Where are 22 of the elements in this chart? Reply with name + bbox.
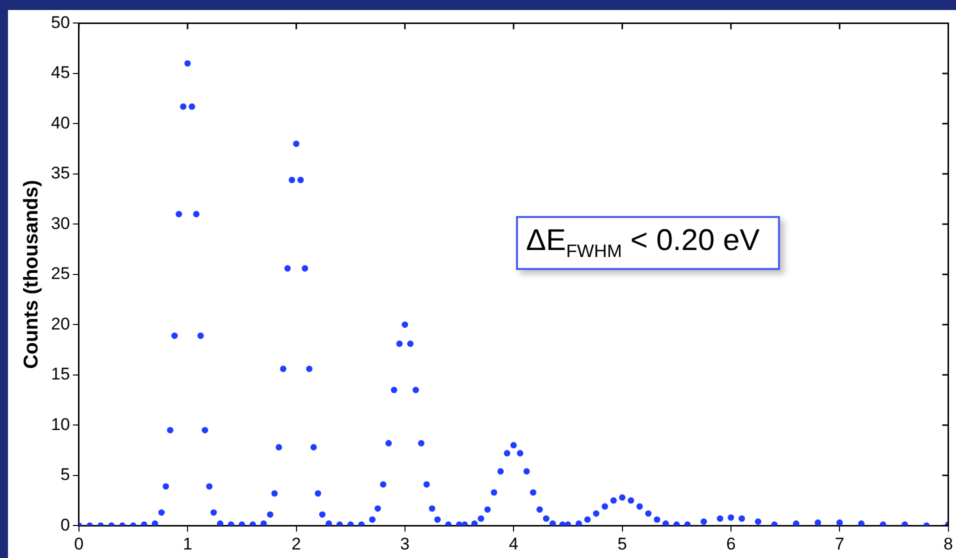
y-tick-label: 50 xyxy=(50,12,70,32)
y-tick-label: 10 xyxy=(50,414,70,434)
x-tick-label: 0 xyxy=(74,534,84,554)
y-tick-label: 0 xyxy=(60,515,70,534)
y-axis-title: Counts (thousands) xyxy=(20,180,43,369)
y-tick-label: 30 xyxy=(50,214,70,233)
y-tick-label: 45 xyxy=(50,63,70,82)
x-tick-label: 8 xyxy=(944,534,954,554)
x-tick-label: 6 xyxy=(726,534,736,554)
x-tick-label: 7 xyxy=(834,534,844,554)
x-tick-label: 4 xyxy=(508,534,518,554)
y-tick-label: 25 xyxy=(50,264,70,284)
y-tick-label: 20 xyxy=(50,314,70,334)
x-tick-label: 1 xyxy=(182,534,192,554)
y-tick-label: 15 xyxy=(50,364,70,384)
y-tick-label: 35 xyxy=(50,164,70,183)
x-tick-label: 2 xyxy=(292,534,301,554)
x-tick-label: 5 xyxy=(618,534,627,554)
annotation: ΔE$_{FWHM}$ < 0.20 eV xyxy=(516,216,780,270)
y-tick-label: 5 xyxy=(60,465,70,484)
y-tick-label: 40 xyxy=(50,113,70,132)
x-tick-label: 3 xyxy=(400,534,410,554)
